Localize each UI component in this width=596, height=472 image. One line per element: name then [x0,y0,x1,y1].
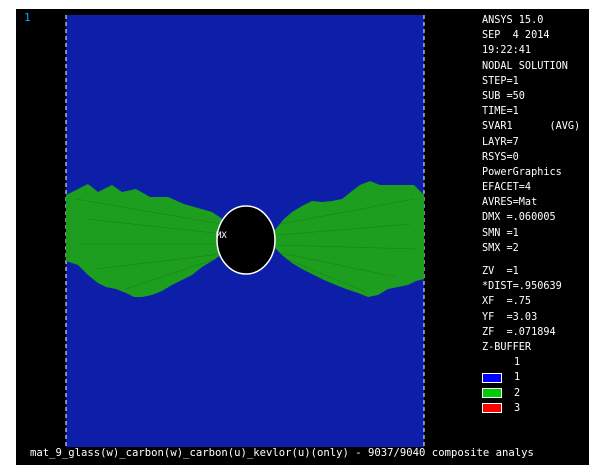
view-info: ZV =1 *DIST=.950639 XF =.75 YF =3.03 ZF =.07… [482,264,589,355]
legend-line: STEP=1 [482,75,519,87]
window-number: 1 [24,11,31,24]
solution-info: ANSYS 15.0 SEP 4 2014 19:22:41 NODAL SOLUTI… [482,13,589,256]
view-line: XF =.75 [482,296,532,308]
view-line: ZV =1 [482,266,519,277]
contour-keys: 1 2 3 [482,370,589,416]
legend-spacer [482,256,589,264]
contour-swatch [482,372,502,383]
legend-line: SMX =2 [482,242,519,254]
legend-line: RSYS=0 [482,151,519,163]
damage-striations [75,198,417,293]
legend-line: SEP 4 2014 [482,30,550,42]
contour-key: 1 [482,370,589,385]
contour-swatch [482,388,502,399]
legend-line: SVAR1 (AVG) [482,121,581,133]
legend-line: 19:22:41 [482,45,532,57]
view-line: Z-BUFFER [482,341,532,353]
contour-top-label: 1 [514,357,521,369]
legend-line: ANSYS 15.0 [482,15,544,26]
view-line: YF =3.03 [482,311,538,323]
legend-line: NODAL SOLUTION [482,60,568,72]
damage-zone-right [274,181,424,297]
contour-key: 3 [482,401,589,416]
legend-line: TIME=1 [482,106,519,118]
plot-title: mat_9_glass(w)_carbon(w)_carbon(u)_kevlo… [30,447,534,459]
contour-key-label: 3 [514,402,521,414]
contour-key-label: 2 [514,387,521,399]
view-line: *DIST=.950639 [482,281,562,293]
plot-viewport[interactable]: MX [16,9,589,465]
legend-line: SMN =1 [482,227,519,239]
contour-swatch [482,403,502,414]
legend-panel: ANSYS 15.0 SEP 4 2014 19:22:41 NODAL SOLUTI… [482,13,589,416]
hole [216,205,276,275]
contour-key: 2 [482,386,589,401]
legend-line: AVRES=Mat [482,197,538,209]
legend-line: LAYR=7 [482,136,519,148]
view-line: ZF =.071894 [482,326,556,338]
legend-line: SUB =50 [482,90,525,102]
contour-key-label: 1 [514,372,521,384]
legend-line: PowerGraphics [482,166,562,178]
legend-line: EFACET=4 [482,182,532,194]
graphics-window[interactable]: MX 1 ANSYS 15.0 SEP 4 2014 19:22:41 NODAL S… [16,9,589,465]
legend-line: DMX =.060005 [482,212,556,224]
max-marker-label: MX [216,231,227,241]
